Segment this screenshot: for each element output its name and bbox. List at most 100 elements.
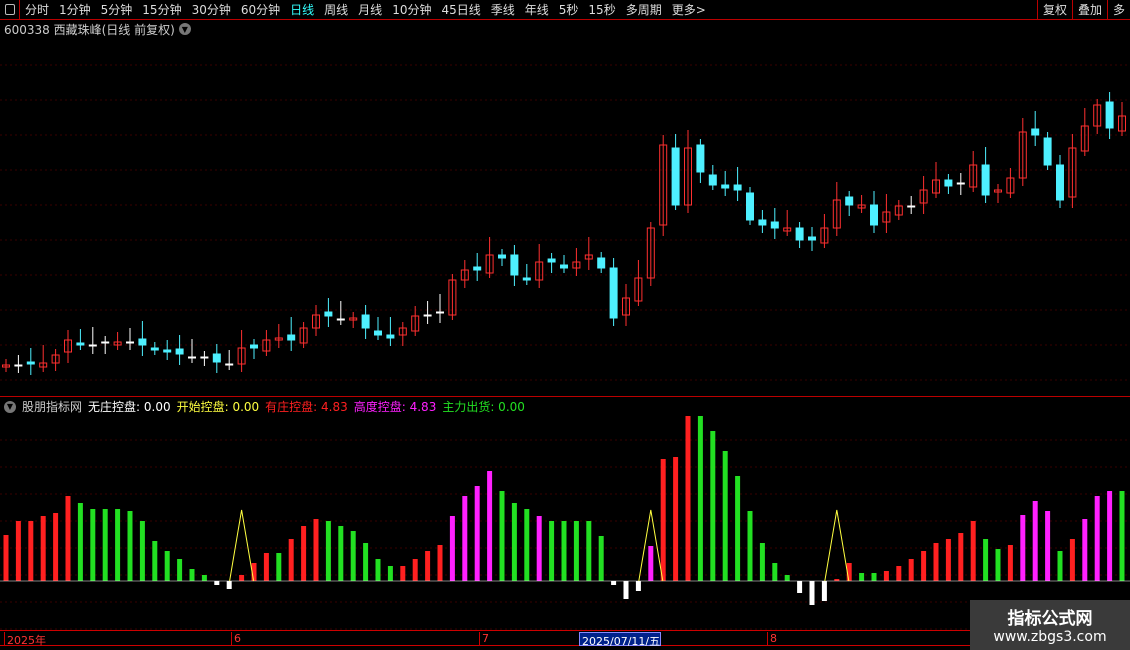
toolbar-button[interactable]: 叠加 [1071, 0, 1107, 20]
indicator-bar [784, 575, 790, 581]
axis-label: 6 [231, 632, 241, 646]
indicator-bar [648, 546, 654, 581]
indicator-bar [611, 581, 617, 585]
candle-body [870, 204, 878, 226]
candle-body [287, 334, 296, 341]
candle-body [746, 192, 754, 221]
period-tab[interactable]: 更多> [671, 3, 706, 17]
panel-divider [0, 396, 1130, 397]
candle-body [708, 174, 717, 186]
candle-body [597, 257, 606, 269]
candle-body [572, 261, 581, 269]
indicator-name: 股朋指标网 [22, 400, 83, 414]
period-tab[interactable]: 5分钟 [100, 3, 133, 17]
indicator-bar [189, 569, 195, 581]
indicator-bar [338, 526, 344, 581]
candle-body [1056, 164, 1064, 201]
candle-body [1105, 101, 1114, 129]
indicator-bar [102, 509, 108, 581]
period-tab[interactable]: 分时 [25, 3, 50, 17]
indicator-bar [809, 581, 815, 605]
candle-body [336, 318, 345, 321]
candle-body [411, 315, 420, 332]
period-tab[interactable]: 15秒 [588, 3, 616, 17]
indicator-bar [1007, 545, 1013, 581]
indicator-bar [995, 549, 1001, 581]
date-axis: 2025年 6 7 2025/07/11/五 8 [0, 630, 1130, 648]
candle-body [374, 330, 382, 336]
candle-body [150, 347, 159, 351]
chevron-down-icon[interactable]: ▼ [4, 400, 16, 413]
toolbar-button[interactable]: 多 [1106, 0, 1130, 20]
candle-body [498, 254, 506, 259]
period-tab[interactable]: 日线 [290, 3, 315, 17]
candle-body [274, 337, 283, 341]
indicator-bar [437, 545, 443, 581]
indicator-bar [288, 539, 294, 581]
indicator-bar [635, 581, 641, 591]
indicator-bar [263, 553, 269, 581]
period-tab[interactable]: 年线 [524, 3, 549, 17]
axis-label: 7 [479, 632, 489, 646]
candle-body [808, 236, 816, 241]
indicator-bar [660, 459, 666, 581]
indicator-bar [251, 563, 257, 581]
period-tab[interactable]: 15分钟 [142, 3, 182, 17]
period-tab[interactable]: 30分钟 [191, 3, 231, 17]
candle-body [733, 184, 742, 191]
indicator-value: 无庄控盘: 0.00 [88, 400, 171, 414]
candle-body [969, 164, 978, 188]
indicator-bar [115, 509, 121, 581]
candle-body [200, 356, 209, 359]
indicator-bar [846, 563, 852, 581]
period-tab[interactable]: 月线 [358, 3, 383, 17]
candle-body [684, 147, 692, 206]
indicator-bar [536, 516, 542, 581]
candle-body [783, 227, 792, 232]
candle-body [622, 297, 630, 316]
candle-body [646, 227, 655, 279]
candle-body [510, 254, 519, 276]
candle-body [907, 205, 916, 208]
chevron-down-icon[interactable]: ▼ [178, 23, 191, 35]
period-tab[interactable]: 10分钟 [392, 3, 432, 17]
indicator-bar [921, 551, 927, 581]
candle-body [882, 211, 891, 223]
indicator-bar [3, 535, 9, 581]
indicator-bar [214, 581, 220, 585]
axis-label: 2025/07/11/五 [579, 632, 662, 648]
candle-body [1080, 125, 1089, 152]
indicator-bar [908, 559, 914, 581]
candle-body [1006, 177, 1015, 194]
candle-body [584, 254, 593, 260]
candle-body [126, 341, 134, 344]
indicator-bar [759, 543, 765, 581]
indicator-bar [487, 471, 493, 581]
indicator-bar [797, 581, 803, 593]
candle-body [758, 219, 767, 226]
indicator-bar [40, 516, 46, 581]
period-tab[interactable]: 60分钟 [240, 3, 281, 17]
indicator-bar [28, 521, 34, 581]
candle-body [485, 254, 494, 274]
period-tab[interactable]: 季线 [490, 3, 515, 17]
indicator-bar [710, 431, 716, 581]
period-tab[interactable]: 1分钟 [59, 3, 91, 17]
period-tab[interactable]: 5秒 [558, 3, 579, 17]
candle-body [770, 221, 779, 229]
toolbar-button[interactable]: 复权 [1036, 0, 1072, 20]
indicator-bar [15, 521, 21, 581]
indicator-bar [1082, 519, 1088, 581]
indicator-bar [400, 566, 406, 581]
candle-body [944, 179, 953, 187]
candle-body [423, 314, 432, 317]
period-tab[interactable]: 多周期 [625, 3, 662, 17]
indicator-bar [834, 579, 840, 581]
indicator-bar [65, 496, 71, 581]
candle-body [845, 196, 854, 206]
period-tab[interactable]: 45日线 [441, 3, 481, 17]
indicator-bar [573, 521, 579, 581]
period-tab[interactable]: 周线 [324, 3, 349, 17]
panel-toggle-button[interactable] [0, 0, 20, 20]
